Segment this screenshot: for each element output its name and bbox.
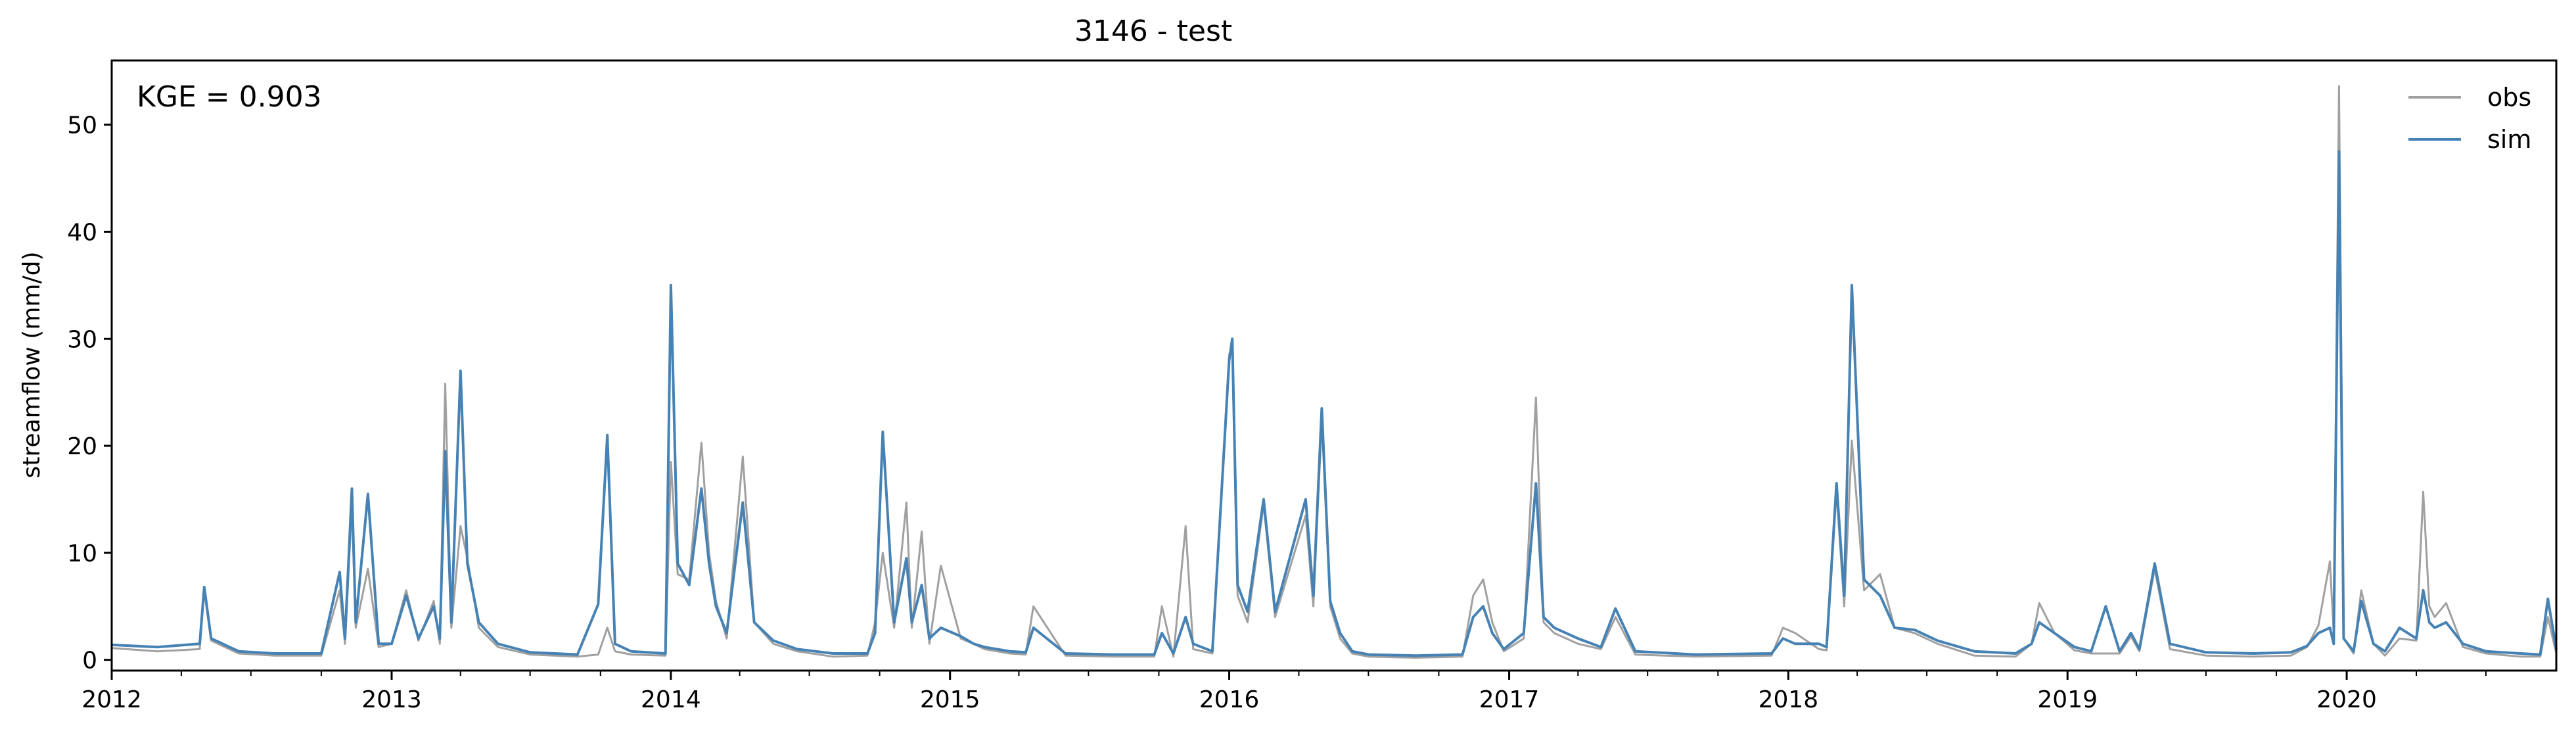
legend-label-sim: sim — [2487, 125, 2531, 154]
x-tick-label: 2013 — [361, 686, 422, 713]
x-tick-label: 2014 — [641, 686, 701, 713]
plot-area-frame — [110, 59, 2558, 672]
y-axis-label: streamflow (mm/d) — [18, 252, 45, 479]
series-line-obs — [111, 85, 2558, 659]
series-layer — [111, 85, 2558, 659]
x-tick-label: 2015 — [920, 686, 980, 713]
x-tick-label: 2020 — [2316, 686, 2377, 713]
kge-annotation: KGE = 0.903 — [137, 80, 322, 114]
series-line-sim — [111, 150, 2558, 657]
x-tick-label: 2016 — [1199, 686, 1260, 713]
y-tick-label: 30 — [67, 326, 97, 353]
y-tick-label: 40 — [67, 219, 97, 246]
legend: obs sim — [2408, 83, 2531, 154]
x-tick-label: 2017 — [1479, 686, 1540, 713]
x-tick-label: 2018 — [1759, 686, 1819, 713]
y-tick-label: 10 — [67, 540, 97, 567]
y-tick-label: 50 — [67, 112, 97, 139]
y-tick-label: 0 — [82, 648, 97, 675]
x-tick-label: 2012 — [81, 686, 142, 713]
x-axis-ticks: 2012 2013 2014 2015 2016 2017 2018 2019 2020 — [81, 671, 2377, 713]
x-tick-label: 2019 — [2037, 686, 2098, 713]
legend-label-obs: obs — [2487, 83, 2531, 112]
y-axis-ticks: 0 10 20 30 40 50 — [67, 112, 112, 675]
chart-title: 3146 - test — [1074, 14, 1232, 48]
y-tick-label: 20 — [67, 433, 97, 460]
